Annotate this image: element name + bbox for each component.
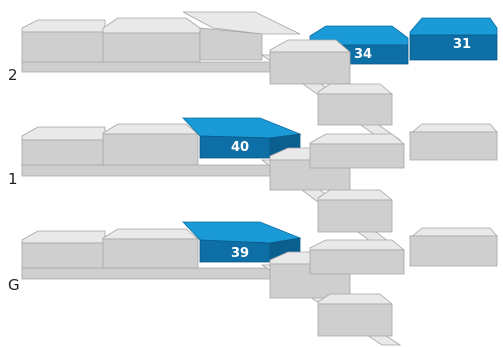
- floor-g-block-b-top: [102, 228, 200, 240]
- floor-g-block-e-front: [409, 235, 498, 267]
- floor-1-block-a-front: [21, 139, 106, 166]
- floor-1-label: 1: [8, 170, 18, 188]
- floor-g-block-f-front: [317, 303, 393, 337]
- floor-2-block-d-top: [317, 83, 394, 95]
- floor-2-base: [21, 61, 301, 73]
- floor-2-block-b-front: [102, 32, 201, 63]
- room-31-front: [409, 34, 498, 61]
- floor-1-block-f-top: [317, 189, 394, 201]
- floor-2-label: 2: [8, 66, 18, 84]
- floor-1-blocks: [21, 117, 498, 251]
- floor-g-block-f-top: [317, 293, 394, 305]
- room-34-number: 34: [354, 47, 372, 62]
- floor-1-block-b-front: [102, 133, 199, 166]
- floor-g-base: [21, 267, 301, 280]
- floor-g-blocks: [21, 221, 498, 346]
- floor-2-blocks: [21, 11, 498, 141]
- floor-2-wing-front: [199, 27, 263, 61]
- floor-2-block-d-front: [317, 93, 393, 126]
- floor-2-block-c-front: [269, 51, 351, 85]
- floor-1-block-d-front: [309, 143, 405, 169]
- floor-2-block-a-front: [21, 31, 106, 63]
- floor-2-block-b-top: [102, 17, 201, 34]
- floor-1-block-b-top: [102, 123, 200, 135]
- floor-g-block-a-top: [21, 230, 106, 244]
- floor-1-block-f-front: [317, 199, 393, 233]
- room-31-number: 31: [453, 37, 471, 52]
- floor-g-label: G: [8, 276, 20, 294]
- floor-1-block-d-top: [309, 133, 406, 145]
- room-40-number: 40: [231, 140, 249, 155]
- floor-1-block-a-top: [21, 126, 106, 141]
- room-39-number: 39: [231, 246, 249, 261]
- floor-1-base: [21, 164, 301, 177]
- room-40-top: [182, 117, 302, 139]
- floor-g-block-b-front: [102, 238, 199, 269]
- floor-2-block-c-top: [269, 39, 352, 53]
- floor-g-block-d-front: [309, 249, 405, 275]
- floor-g-block-d-top: [309, 239, 406, 251]
- floor-2-block-a-top: [21, 19, 106, 33]
- floor-g-block-a-front: [21, 242, 106, 269]
- floor-2-wing-top: [182, 11, 301, 35]
- floor-1-block-e-front: [409, 131, 498, 161]
- room-31-top: [409, 17, 498, 36]
